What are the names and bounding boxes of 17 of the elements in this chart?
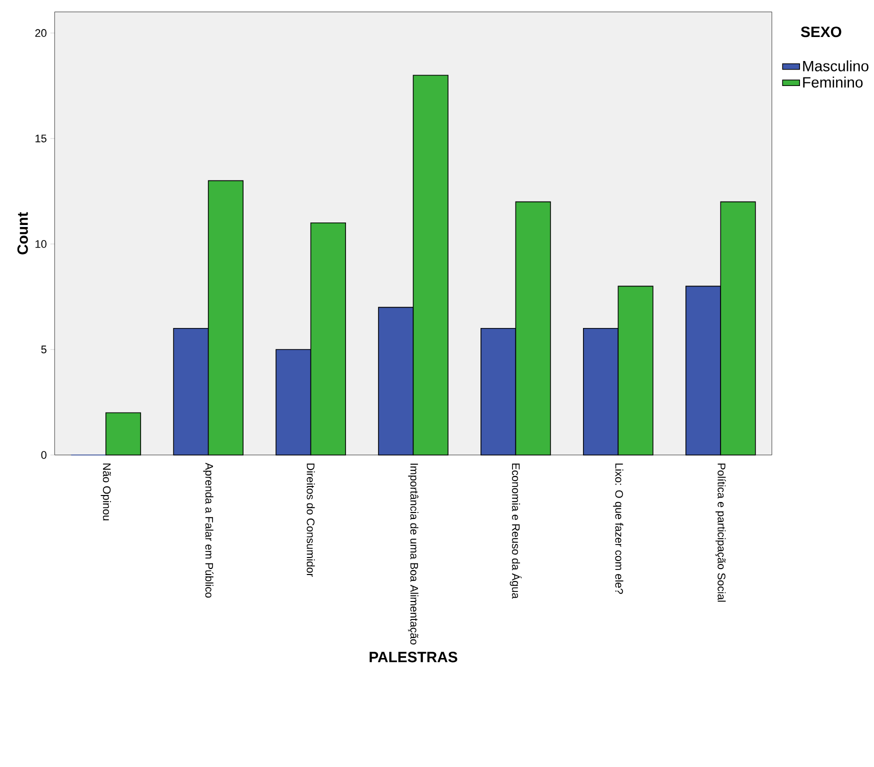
x-tick-label: Não Opinou xyxy=(100,464,111,520)
x-tick-label: Lixo: O que fazer com ele? xyxy=(613,464,624,594)
x-axis-title: PALESTRAS xyxy=(370,652,458,662)
x-tick-label: Importância de uma Boa Alimentação xyxy=(408,464,418,644)
y-tick-label: 0 xyxy=(41,451,46,459)
legend-label: Masculino xyxy=(803,60,868,72)
legend-title: SEXO xyxy=(800,26,842,38)
legend-label: Feminino xyxy=(803,76,863,88)
y-axis-title: Count xyxy=(17,212,28,254)
y-tick-label: 20 xyxy=(35,29,46,37)
x-tick-label: Aprenda a Falar em Público xyxy=(203,462,214,598)
y-tick-label: 5 xyxy=(41,346,46,354)
y-tick-label: 10 xyxy=(36,240,46,248)
x-tick-label: Economia e Reuso da Água xyxy=(510,464,522,599)
x-tick-label: Direitos do Consumidor xyxy=(306,464,315,577)
x-tick-label: Política e participação Social xyxy=(715,464,726,602)
y-tick-label: 15 xyxy=(36,134,46,142)
